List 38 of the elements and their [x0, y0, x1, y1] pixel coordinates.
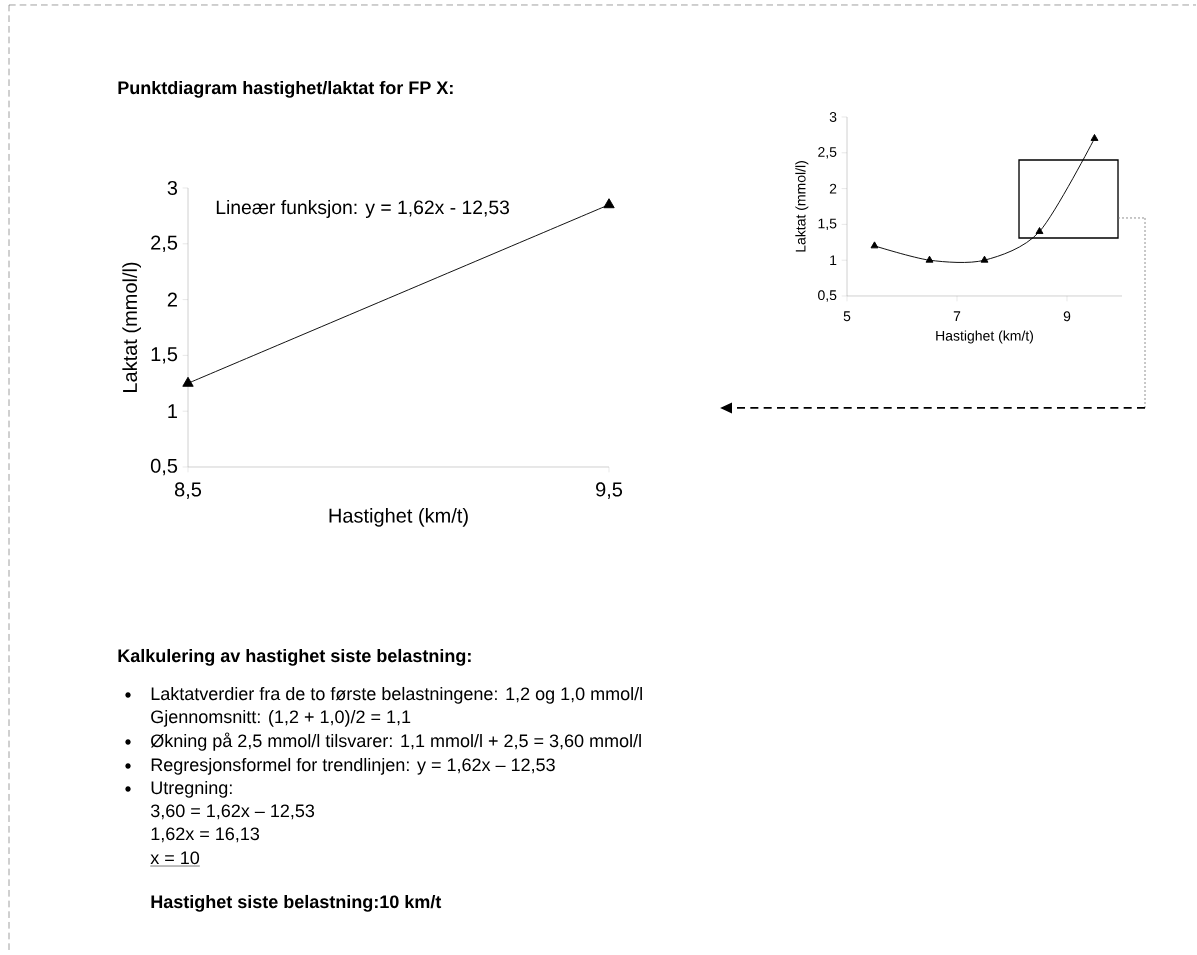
- text: Regresjonsformel for trendlinjen: y = 1,62x – 12,53: [151, 757, 555, 775]
- text: Gjennomsnitt: (1,2 + 1,0)/2 = 1,1: [151, 709, 411, 727]
- text: 1,62x = 16,13: [151, 827, 260, 843]
- x-axis-title: Hastighet (km/t): [936, 330, 1034, 344]
- text: Økning på 2,5 mmol/l tilsvarer: 1,1 mmol/l + 2,5 = 3,60 mmol/l: [150, 732, 641, 751]
- annotation: Lineær funksjon: y = 1,62x - 12,53: [216, 199, 510, 218]
- x-tick-label: 7: [953, 311, 961, 321]
- y-tick-label: 3: [167, 180, 178, 196]
- x-axis-title: Hastighet (km/t): [329, 508, 468, 527]
- text: Hastighet siste belastning:10 km/t: [151, 894, 442, 912]
- x-tick-label: 9: [1063, 311, 1071, 322]
- text: 3,60 = 1,62x – 12,53: [150, 804, 315, 820]
- point: [980, 255, 989, 263]
- y-tick-label: 1,5: [151, 347, 178, 364]
- text: Kalkulering av hastighet siste belastning:: [118, 648, 471, 666]
- x-tick-label: 9,5: [596, 482, 623, 499]
- text: Utregning:: [151, 780, 232, 798]
- chart-title: Punktdiagram hastighet/laktat for FP X:: [118, 80, 453, 98]
- y-tick-label: 3: [829, 112, 837, 122]
- y-tick-label: 1,5: [818, 218, 837, 231]
- point: [925, 255, 934, 263]
- point: [1090, 133, 1099, 141]
- y-tick-label: 1: [168, 404, 177, 419]
- text: x = 10: [150, 851, 200, 865]
- y-tick-label: 2: [829, 183, 837, 194]
- y-tick-label: 0,5: [818, 290, 837, 302]
- y-tick-label: 0,5: [150, 458, 178, 476]
- point: [1035, 227, 1044, 235]
- y-axis-title: Laktat (mmol/l): [795, 161, 809, 252]
- y-tick-label: 2,5: [818, 147, 837, 159]
- y-tick-label: 2,5: [151, 235, 178, 253]
- y-tick-label: 1: [830, 255, 837, 265]
- text: Laktatverdier fra de to første belastningene: 1,2 og 1,0 mmol/l: [151, 686, 642, 704]
- y-axis-title: Laktat (mmol/l): [122, 262, 141, 392]
- x-tick-label: 5: [843, 311, 851, 322]
- point: [870, 241, 879, 249]
- x-tick-label: 8,5: [174, 482, 202, 499]
- y-tick-label: 2: [167, 292, 177, 307]
